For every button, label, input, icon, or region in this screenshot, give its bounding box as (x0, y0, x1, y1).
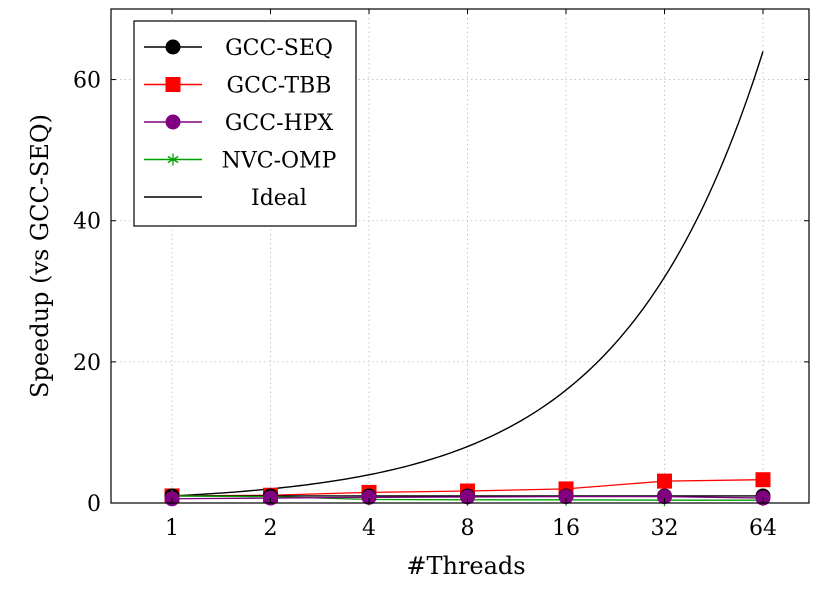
point-marker (657, 473, 672, 489)
x-tick-label: 8 (461, 516, 475, 541)
x-tick-label: 16 (552, 516, 580, 541)
legend-item: GCC-TBB (144, 74, 331, 99)
y-tick-label: 60 (73, 69, 101, 94)
point-marker (361, 489, 377, 505)
legend-label: NVC-OMP (222, 149, 337, 174)
legend-item: Ideal (144, 186, 307, 211)
legend-label: GCC-SEQ (225, 36, 333, 61)
point-marker (460, 489, 475, 505)
legend: GCC-SEQ GCC-TBB GCC-HPX NVC-OMP Ideal (133, 20, 357, 227)
point-marker (165, 114, 181, 130)
legend-label: GCC-TBB (227, 74, 332, 99)
point-marker (755, 472, 771, 488)
y-tick-label: 20 (73, 351, 101, 376)
point-marker (165, 39, 181, 55)
y-axis-title: Speedup (vs GCC-SEQ) (26, 114, 54, 398)
x-tick-label: 1 (165, 516, 179, 541)
legend-item: GCC-HPX (144, 111, 333, 136)
legend-item: GCC-SEQ (144, 36, 333, 61)
x-tick-label: 64 (749, 516, 777, 541)
x-tick-label: 4 (362, 516, 376, 541)
x-tick-label: 2 (264, 516, 278, 541)
point-marker (558, 489, 574, 505)
x-tick-label: 32 (651, 516, 679, 541)
point-marker (165, 77, 181, 92)
legend-item: NVC-OMP (144, 149, 337, 174)
plot-frame (110, 8, 810, 504)
x-axis-ticks: 1 2 4 8 16 32 64 (165, 9, 777, 541)
y-axis-ticks: 0 20 40 60 (73, 69, 809, 517)
point-marker (167, 153, 179, 166)
legend-label: GCC-HPX (225, 111, 334, 136)
y-tick-label: 0 (87, 492, 101, 517)
legend-label: Ideal (251, 186, 307, 211)
y-tick-label: 40 (73, 210, 101, 235)
point-marker (657, 489, 672, 505)
x-axis-title: #Threads (406, 552, 525, 580)
